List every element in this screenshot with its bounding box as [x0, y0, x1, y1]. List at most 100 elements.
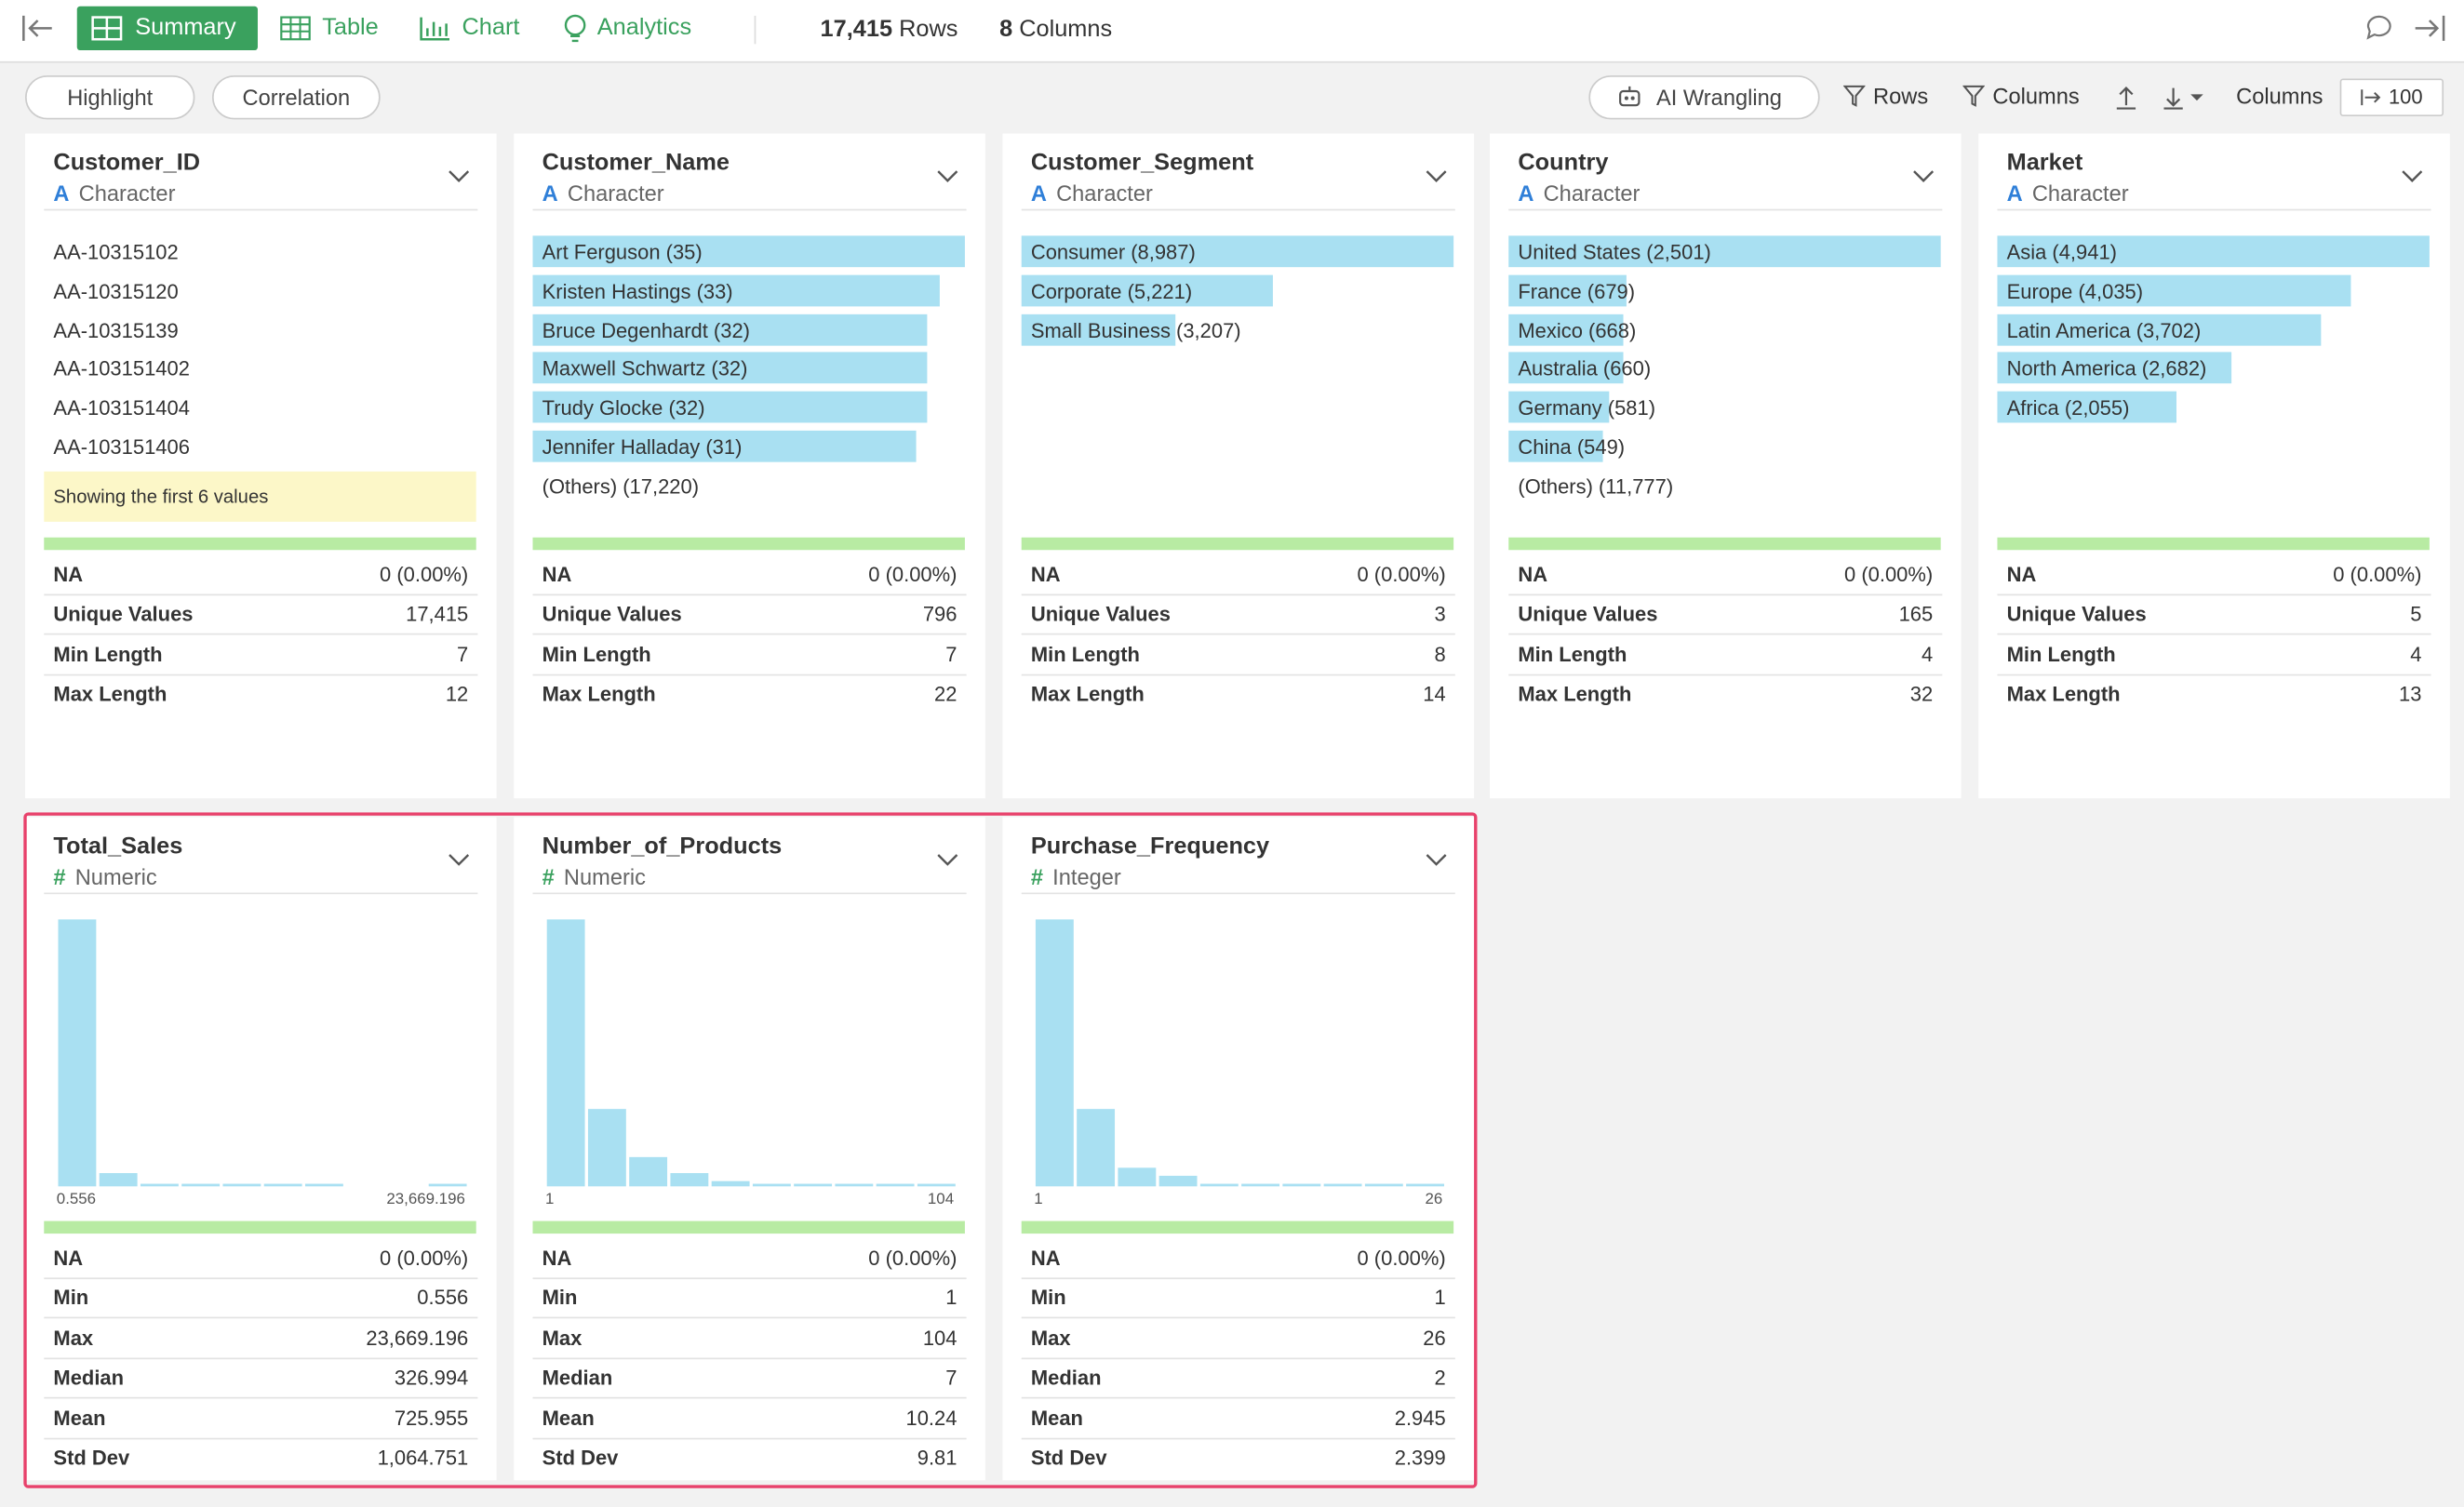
quality-bar: [1997, 537, 2430, 551]
value: AA-10315120: [53, 279, 179, 303]
tab-label: Summary: [135, 14, 236, 41]
stat-value: 796: [922, 602, 957, 627]
correlation-button[interactable]: Correlation: [211, 75, 381, 120]
divider: [754, 15, 757, 45]
stat-value: 10.24: [905, 1406, 957, 1430]
type-label: Character: [78, 180, 176, 207]
column-count-value: 8: [999, 15, 1013, 43]
stat-value: 2.945: [1394, 1406, 1446, 1430]
tab-summary[interactable]: Summary: [76, 6, 258, 51]
histogram-bar: [711, 1180, 750, 1187]
dropdown-icon[interactable]: [2401, 168, 2423, 184]
expand-icon[interactable]: [2411, 13, 2449, 45]
value: AA-10315139: [53, 318, 179, 342]
collapse-icon[interactable]: [19, 13, 57, 45]
value: Trudy Glocke (32): [542, 396, 705, 420]
column-name: Customer_Segment: [1030, 149, 1254, 177]
dropdown-icon[interactable]: [448, 852, 470, 868]
stat-value: 32: [1909, 682, 1934, 706]
stat-value: 8: [1434, 642, 1446, 666]
quality-bar: [44, 537, 476, 551]
stat-value: 1: [945, 1286, 957, 1310]
stat-separator: [532, 1277, 967, 1280]
value-bar: [1508, 313, 1625, 345]
comment-icon[interactable]: [2365, 14, 2393, 42]
stat-separator: [1021, 673, 1455, 676]
dropdown-icon[interactable]: [448, 168, 470, 184]
dropdown-icon[interactable]: [1426, 852, 1448, 868]
stat-label: Max: [53, 1326, 94, 1350]
histogram-bar: [1323, 1183, 1362, 1187]
value: Europe (4,035): [2006, 279, 2144, 303]
stat-value: 725.955: [394, 1406, 469, 1430]
header-separator: [44, 208, 478, 211]
histogram-bar: [794, 1183, 833, 1187]
stat-label: Max: [542, 1326, 583, 1350]
value: Mexico (668): [1518, 318, 1637, 342]
value: North America (2,682): [2006, 357, 2207, 381]
columns-filter[interactable]: Columns: [1962, 84, 2080, 109]
value: Bruce Degenhardt (32): [542, 318, 750, 342]
stat-value: 0 (0.00%): [380, 1246, 469, 1270]
stat-separator: [532, 1357, 967, 1359]
value-bar: [1508, 274, 1627, 307]
stat-separator: [1508, 673, 1943, 676]
upload-icon[interactable]: [2115, 85, 2137, 110]
columns-input[interactable]: 100: [2339, 78, 2444, 117]
values-note: Showing the first 6 values: [44, 471, 476, 522]
type-label: Character: [1056, 180, 1153, 207]
chevron: [1426, 854, 1447, 866]
stat-label: Min: [53, 1286, 89, 1310]
chevron: [2402, 170, 2423, 182]
download-icon[interactable]: [2163, 85, 2206, 110]
stat-value: 22: [934, 682, 957, 706]
stat-separator: [532, 1437, 967, 1439]
value-bar: [1021, 235, 1454, 268]
highlight-frame: [23, 812, 1478, 1488]
stat-value: 1: [1434, 1286, 1446, 1310]
stat-separator: [532, 1317, 967, 1319]
stat-separator: [1997, 673, 2431, 676]
stat-separator: [1997, 633, 2431, 636]
column-type: A Character: [1518, 180, 1640, 206]
range-min: 1: [545, 1191, 555, 1209]
stat-value: 4: [2410, 642, 2422, 666]
quality-bar: [1021, 1220, 1454, 1234]
value: Art Ferguson (35): [542, 240, 703, 264]
stat-label: Min: [542, 1286, 578, 1310]
ai-wrangling-button[interactable]: AI Wrangling: [1588, 75, 1820, 120]
dropdown-icon[interactable]: [1426, 168, 1448, 184]
range-min: 0.556: [56, 1191, 97, 1209]
tab-label: Table: [322, 14, 379, 41]
column-card: Customer_Segment A Character Consumer (8,98…: [1002, 133, 1475, 799]
stat-value: 2: [1434, 1366, 1446, 1390]
histogram-bar: [1364, 1183, 1403, 1187]
stat-label: Unique Values: [2006, 602, 2147, 627]
value-bar: [1997, 391, 2177, 423]
rows-filter[interactable]: Rows: [1842, 84, 1928, 109]
histogram-bar: [1282, 1183, 1321, 1187]
stat-label: NA: [53, 562, 84, 587]
stat-value: 165: [1898, 602, 1934, 627]
dropdown-icon[interactable]: [937, 852, 959, 868]
stat-label: Median: [542, 1366, 613, 1390]
value-bar: [1997, 235, 2430, 268]
tab-label: Analytics: [596, 14, 692, 41]
stat-separator: [44, 673, 478, 676]
type-icon: A: [2006, 180, 2023, 207]
highlight-button[interactable]: Highlight: [25, 75, 195, 120]
histogram-bar: [1035, 919, 1074, 1187]
histogram-bar: [1199, 1183, 1239, 1187]
value: AA-103151404: [53, 396, 190, 420]
chevron: [937, 170, 958, 182]
stat-separator: [44, 593, 478, 596]
stat-label: Unique Values: [1518, 602, 1658, 627]
column-type: # Numeric: [53, 864, 156, 889]
column-card: Total_Sales # Numeric 0.556 23,669.196 NA 0 (0…: [25, 817, 497, 1481]
histogram-bar: [99, 1173, 138, 1187]
stat-label: Min Length: [1030, 642, 1140, 666]
dropdown-icon[interactable]: [937, 168, 959, 184]
histogram-bar: [1158, 1175, 1198, 1187]
dropdown-icon[interactable]: [1912, 168, 1935, 184]
value-bar: [1508, 430, 1604, 462]
